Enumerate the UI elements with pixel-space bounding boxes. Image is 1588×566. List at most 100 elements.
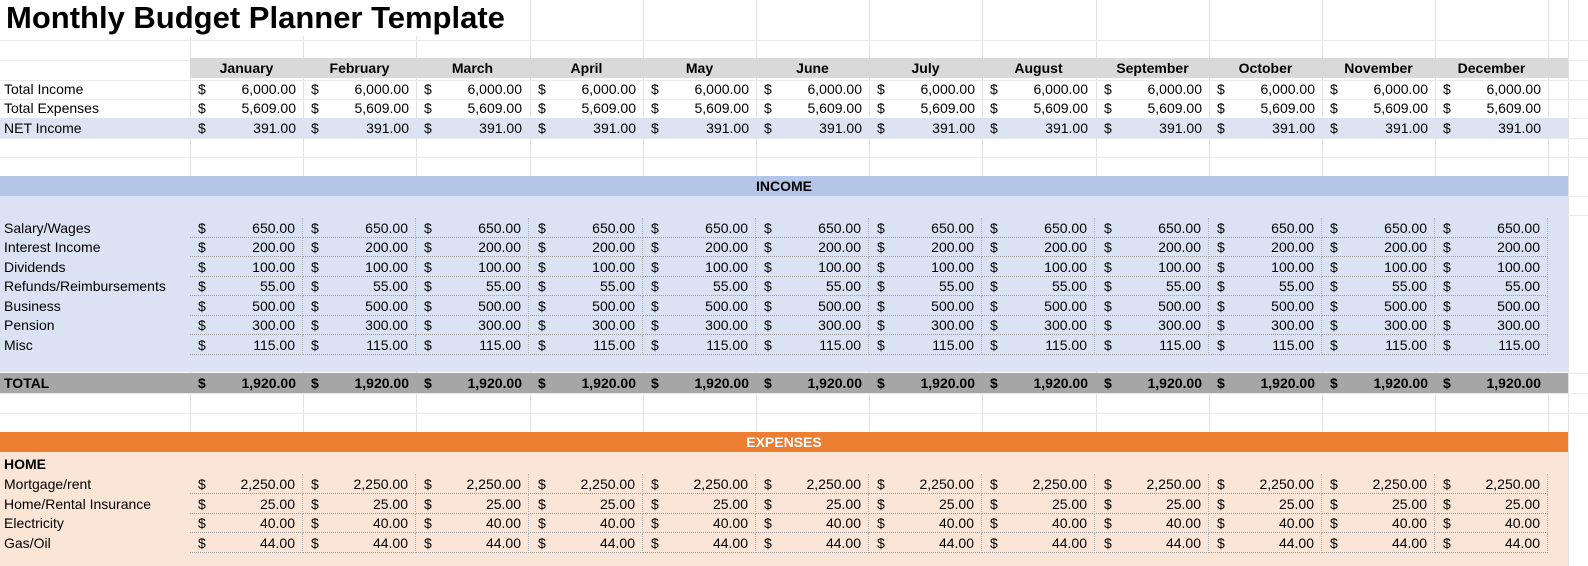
value-cell[interactable]: $5,609.00 bbox=[303, 98, 416, 118]
value-cell[interactable]: $44.00 bbox=[190, 533, 303, 553]
value-cell[interactable]: $1,920.00 bbox=[869, 373, 982, 393]
value-cell[interactable]: $115.00 bbox=[756, 335, 869, 355]
value-cell[interactable]: $115.00 bbox=[1435, 335, 1548, 355]
value-cell[interactable]: $55.00 bbox=[756, 276, 869, 296]
value-cell[interactable]: $55.00 bbox=[869, 276, 982, 296]
value-cell[interactable]: $115.00 bbox=[1209, 335, 1322, 355]
value-cell[interactable]: $500.00 bbox=[982, 296, 1095, 316]
value-cell[interactable]: $391.00 bbox=[1322, 118, 1435, 138]
value-cell[interactable]: $6,000.00 bbox=[982, 79, 1095, 99]
value-cell[interactable]: $500.00 bbox=[1435, 296, 1548, 316]
value-cell[interactable]: $500.00 bbox=[416, 296, 529, 316]
value-cell[interactable]: $300.00 bbox=[756, 315, 869, 335]
value-cell[interactable]: $2,250.00 bbox=[643, 474, 756, 494]
value-cell[interactable]: $1,920.00 bbox=[1096, 373, 1209, 393]
value-cell[interactable]: $25.00 bbox=[869, 494, 982, 514]
value-cell[interactable]: $44.00 bbox=[982, 533, 1095, 553]
value-cell[interactable]: $1,920.00 bbox=[530, 373, 643, 393]
value-cell[interactable]: $40.00 bbox=[1096, 513, 1209, 533]
value-cell[interactable]: $25.00 bbox=[643, 494, 756, 514]
value-cell[interactable]: $200.00 bbox=[303, 237, 416, 257]
value-cell[interactable]: $40.00 bbox=[756, 513, 869, 533]
value-cell[interactable]: $650.00 bbox=[869, 218, 982, 238]
value-cell[interactable]: $44.00 bbox=[643, 533, 756, 553]
value-cell[interactable]: $391.00 bbox=[530, 118, 643, 138]
value-cell[interactable]: $55.00 bbox=[1096, 276, 1209, 296]
value-cell[interactable]: $200.00 bbox=[1096, 237, 1209, 257]
value-cell[interactable]: $1,920.00 bbox=[1435, 373, 1548, 393]
value-cell[interactable]: $650.00 bbox=[1435, 218, 1548, 238]
value-cell[interactable]: $44.00 bbox=[1209, 533, 1322, 553]
value-cell[interactable]: $5,609.00 bbox=[416, 98, 529, 118]
month-header-november[interactable]: November bbox=[1344, 60, 1413, 76]
value-cell[interactable]: $2,250.00 bbox=[303, 474, 416, 494]
value-cell[interactable]: $2,250.00 bbox=[756, 474, 869, 494]
value-cell[interactable]: $2,250.00 bbox=[1209, 474, 1322, 494]
value-cell[interactable]: $6,000.00 bbox=[190, 79, 303, 99]
value-cell[interactable]: $2,250.00 bbox=[1096, 474, 1209, 494]
value-cell[interactable]: $25.00 bbox=[1322, 494, 1435, 514]
month-header-may[interactable]: May bbox=[685, 60, 714, 76]
value-cell[interactable]: $500.00 bbox=[1209, 296, 1322, 316]
value-cell[interactable]: $391.00 bbox=[190, 118, 303, 138]
value-cell[interactable]: $6,000.00 bbox=[1435, 79, 1548, 99]
value-cell[interactable]: $25.00 bbox=[530, 494, 643, 514]
value-cell[interactable]: $300.00 bbox=[416, 315, 529, 335]
month-header-december[interactable]: December bbox=[1457, 60, 1526, 76]
value-cell[interactable]: $25.00 bbox=[756, 494, 869, 514]
value-cell[interactable]: $1,920.00 bbox=[643, 373, 756, 393]
value-cell[interactable]: $5,609.00 bbox=[1209, 98, 1322, 118]
value-cell[interactable]: $391.00 bbox=[416, 118, 529, 138]
value-cell[interactable]: $55.00 bbox=[190, 276, 303, 296]
value-cell[interactable]: $115.00 bbox=[416, 335, 529, 355]
value-cell[interactable]: $391.00 bbox=[303, 118, 416, 138]
value-cell[interactable]: $25.00 bbox=[416, 494, 529, 514]
value-cell[interactable]: $500.00 bbox=[303, 296, 416, 316]
value-cell[interactable]: $44.00 bbox=[756, 533, 869, 553]
value-cell[interactable]: $300.00 bbox=[190, 315, 303, 335]
value-cell[interactable]: $6,000.00 bbox=[1096, 79, 1209, 99]
month-header-june[interactable]: June bbox=[796, 60, 829, 76]
value-cell[interactable]: $25.00 bbox=[1209, 494, 1322, 514]
month-header-march[interactable]: March bbox=[451, 60, 494, 76]
month-header-january[interactable]: January bbox=[219, 60, 274, 76]
value-cell[interactable]: $300.00 bbox=[982, 315, 1095, 335]
value-cell[interactable]: $650.00 bbox=[643, 218, 756, 238]
value-cell[interactable]: $100.00 bbox=[190, 257, 303, 277]
month-header-august[interactable]: August bbox=[1014, 60, 1063, 76]
value-cell[interactable]: $200.00 bbox=[1209, 237, 1322, 257]
value-cell[interactable]: $1,920.00 bbox=[190, 373, 303, 393]
value-cell[interactable]: $5,609.00 bbox=[1096, 98, 1209, 118]
value-cell[interactable]: $40.00 bbox=[643, 513, 756, 533]
value-cell[interactable]: $44.00 bbox=[869, 533, 982, 553]
value-cell[interactable]: $650.00 bbox=[1096, 218, 1209, 238]
value-cell[interactable]: $100.00 bbox=[982, 257, 1095, 277]
value-cell[interactable]: $391.00 bbox=[643, 118, 756, 138]
month-header-february[interactable]: February bbox=[329, 60, 390, 76]
value-cell[interactable]: $650.00 bbox=[416, 218, 529, 238]
value-cell[interactable]: $1,920.00 bbox=[1322, 373, 1435, 393]
value-cell[interactable]: $2,250.00 bbox=[869, 474, 982, 494]
value-cell[interactable]: $300.00 bbox=[1209, 315, 1322, 335]
value-cell[interactable]: $40.00 bbox=[190, 513, 303, 533]
value-cell[interactable]: $2,250.00 bbox=[190, 474, 303, 494]
value-cell[interactable]: $391.00 bbox=[756, 118, 869, 138]
value-cell[interactable]: $40.00 bbox=[982, 513, 1095, 533]
value-cell[interactable]: $5,609.00 bbox=[1322, 98, 1435, 118]
value-cell[interactable]: $391.00 bbox=[1096, 118, 1209, 138]
value-cell[interactable]: $100.00 bbox=[643, 257, 756, 277]
value-cell[interactable]: $100.00 bbox=[1209, 257, 1322, 277]
value-cell[interactable]: $391.00 bbox=[1209, 118, 1322, 138]
value-cell[interactable]: $300.00 bbox=[303, 315, 416, 335]
value-cell[interactable]: $1,920.00 bbox=[303, 373, 416, 393]
value-cell[interactable]: $6,000.00 bbox=[643, 79, 756, 99]
value-cell[interactable]: $40.00 bbox=[530, 513, 643, 533]
value-cell[interactable]: $650.00 bbox=[190, 218, 303, 238]
value-cell[interactable]: $115.00 bbox=[190, 335, 303, 355]
value-cell[interactable]: $300.00 bbox=[1435, 315, 1548, 335]
value-cell[interactable]: $25.00 bbox=[190, 494, 303, 514]
value-cell[interactable]: $650.00 bbox=[1209, 218, 1322, 238]
value-cell[interactable]: $5,609.00 bbox=[756, 98, 869, 118]
value-cell[interactable]: $5,609.00 bbox=[643, 98, 756, 118]
value-cell[interactable]: $100.00 bbox=[303, 257, 416, 277]
